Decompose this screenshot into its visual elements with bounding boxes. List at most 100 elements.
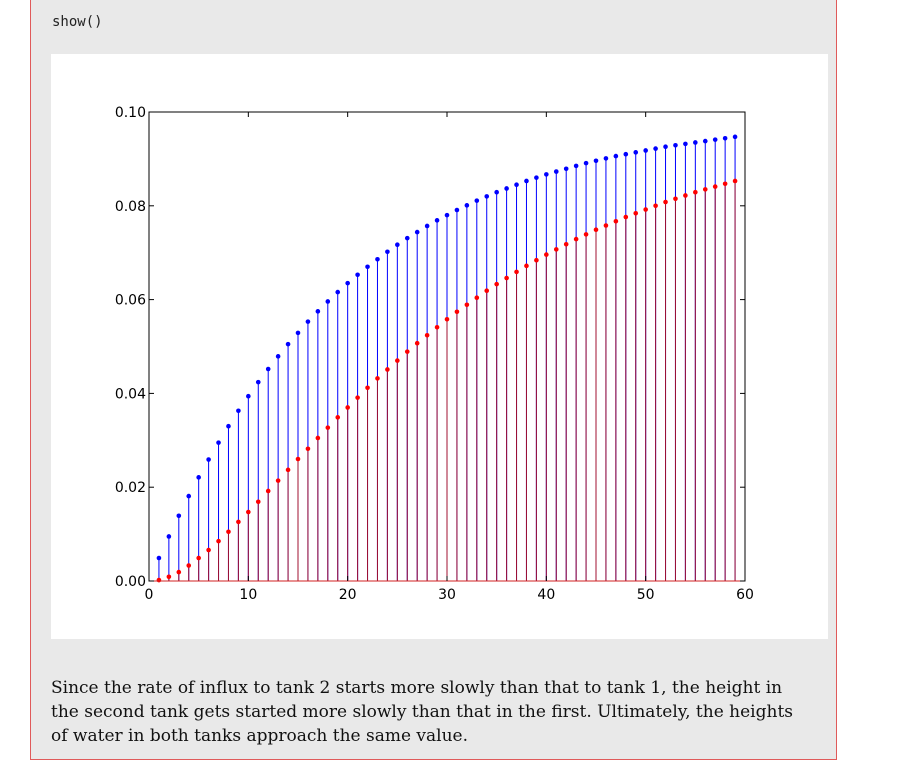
stem-marker-series-1 [414, 229, 420, 235]
stem-marker-series-1 [216, 440, 221, 445]
stem-marker-series-2 [246, 509, 251, 515]
stem-marker-series-1 [534, 175, 539, 180]
stem-marker-series-2 [166, 574, 172, 580]
stem-marker-series-1 [395, 242, 400, 248]
stem-marker-series-2 [673, 196, 678, 202]
stem-marker-series-2 [504, 275, 509, 281]
stem-marker-series-1 [246, 393, 251, 399]
stem-marker-series-1 [643, 148, 648, 153]
stem-marker-series-1 [524, 178, 529, 184]
x-tick-label: 60 [736, 587, 754, 603]
stem-marker-series-2 [206, 547, 211, 553]
stem-marker-series-1 [265, 366, 271, 372]
stem-marker-series-2 [424, 332, 430, 338]
stem-marker-series-2 [454, 309, 460, 315]
stem-marker-series-2 [305, 446, 311, 452]
stem-marker-series-2 [484, 288, 490, 293]
stem-marker-series-1 [404, 235, 410, 241]
stem-marker-series-1 [255, 379, 261, 385]
stem-marker-series-1 [514, 182, 519, 187]
stem-marker-series-2 [275, 478, 281, 483]
y-tick-label: 0.02 [115, 480, 146, 496]
stem-marker-series-2 [255, 499, 261, 505]
stem-marker-series-2 [633, 211, 639, 216]
stem-marker-series-1 [315, 309, 321, 314]
stem-marker-series-2 [176, 569, 182, 575]
stem-marker-series-2 [573, 236, 579, 242]
stem-marker-series-2 [345, 405, 350, 410]
stem-marker-series-1 [583, 160, 589, 166]
stem-chart: 0 10 20 30 40 50 60 0.00 0.02 0.04 0.06 0.08 0.10 [115, 105, 754, 603]
stem-marker-series-2 [623, 214, 629, 220]
stem-marker-series-1 [683, 141, 688, 147]
output-panel: show() 0 10 20 30 40 50 60 0.00 0.02 0.04 0.06 0.08… [30, 0, 837, 760]
y-tick-label: 0.10 [115, 105, 146, 121]
stem-marker-series-1 [563, 166, 569, 172]
stem-marker-series-1 [633, 150, 639, 155]
stem-marker-series-1 [196, 475, 201, 480]
code-cell[interactable]: show() [52, 14, 103, 30]
stem-marker-series-2 [285, 467, 291, 473]
stem-marker-series-1 [434, 218, 440, 223]
stem-marker-series-1 [593, 158, 599, 164]
stem-marker-series-1 [424, 223, 430, 229]
figure-caption: Since the rate of influx to tank 2 start… [51, 678, 794, 746]
stem-marker-series-2 [553, 247, 559, 252]
stem-plot-figure: 0 10 20 30 40 50 60 0.00 0.02 0.04 0.06 0.08 0.10 [51, 54, 828, 639]
stem-marker-series-1 [295, 330, 301, 336]
stem-marker-series-2 [583, 232, 589, 237]
stem-marker-series-1 [355, 272, 360, 278]
stem-marker-series-1 [226, 423, 231, 429]
x-tick-label: 40 [537, 587, 555, 603]
stem-marker-series-1 [732, 134, 738, 140]
stem-marker-series-2 [514, 269, 519, 275]
stem-marker-series-2 [613, 218, 619, 224]
stem-marker-series-1 [275, 354, 281, 359]
y-tick-label: 0.00 [115, 574, 146, 590]
stem-marker-series-1 [484, 194, 490, 199]
stem-marker-series-2 [643, 207, 648, 212]
stem-marker-series-2 [355, 395, 360, 400]
stem-marker-series-2 [196, 555, 201, 561]
stem-marker-series-2 [702, 187, 708, 192]
stem-marker-series-1 [722, 135, 728, 141]
stem-marker-series-1 [663, 144, 668, 150]
stem-marker-series-1 [345, 280, 350, 286]
stem-marker-series-1 [186, 493, 192, 499]
stem-marker-series-2 [236, 519, 241, 525]
stem-marker-series-1 [623, 151, 629, 157]
stem-marker-series-2 [534, 257, 539, 263]
stem-marker-series-2 [414, 340, 420, 346]
stem-marker-series-1 [702, 138, 708, 144]
stem-marker-series-1 [673, 142, 678, 148]
stem-marker-series-1 [305, 319, 311, 324]
y-tick-label: 0.06 [115, 293, 146, 309]
stem-marker-series-1 [613, 153, 619, 159]
stem-marker-series-1 [504, 186, 509, 191]
stem-marker-series-2 [683, 193, 688, 198]
stem-marker-series-2 [226, 529, 231, 535]
stem-marker-series-1 [156, 555, 162, 561]
stem-marker-series-1 [166, 534, 172, 539]
stem-marker-series-1 [335, 289, 341, 295]
x-tick-label: 30 [438, 587, 456, 603]
stem-marker-series-2 [603, 223, 609, 228]
stem-marker-series-1 [573, 163, 579, 169]
stem-marker-series-2 [593, 227, 599, 233]
stem-marker-series-2 [325, 425, 331, 430]
x-tick-label: 50 [637, 587, 655, 603]
stem-marker-series-1 [325, 299, 331, 304]
stem-marker-series-1 [444, 212, 450, 218]
x-tick-label: 20 [339, 587, 357, 603]
stem-marker-series-1 [603, 156, 609, 161]
stem-marker-series-1 [385, 249, 390, 255]
stem-marker-series-2 [693, 189, 698, 195]
stem-marker-series-1 [474, 198, 480, 203]
y-tick-label: 0.08 [115, 199, 146, 215]
stem-marker-series-1 [712, 137, 718, 142]
stem-marker-series-1 [464, 203, 470, 208]
stem-marker-series-2 [375, 376, 380, 381]
stem-marker-series-1 [206, 457, 211, 462]
stem-marker-series-1 [553, 169, 559, 174]
x-tick-label: 10 [239, 587, 257, 603]
